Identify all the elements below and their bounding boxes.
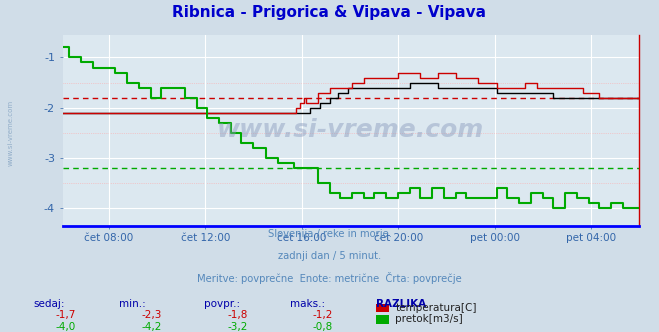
Text: pretok[m3/s]: pretok[m3/s]: [395, 314, 463, 324]
Text: sedaj:: sedaj:: [33, 299, 65, 309]
Text: zadnji dan / 5 minut.: zadnji dan / 5 minut.: [278, 251, 381, 261]
Text: RAZLIKA: RAZLIKA: [376, 299, 426, 309]
Text: -0,8: -0,8: [313, 322, 333, 332]
Text: Slovenija / reke in morje.: Slovenija / reke in morje.: [268, 229, 391, 239]
Text: -1,8: -1,8: [227, 310, 247, 320]
Text: www.si-vreme.com: www.si-vreme.com: [8, 100, 14, 166]
Text: min.:: min.:: [119, 299, 146, 309]
Text: -2,3: -2,3: [142, 310, 161, 320]
Text: -3,2: -3,2: [227, 322, 247, 332]
Text: -1,2: -1,2: [313, 310, 333, 320]
Text: www.si-vreme.com: www.si-vreme.com: [217, 118, 484, 142]
Text: -4,2: -4,2: [142, 322, 161, 332]
Text: -1,7: -1,7: [56, 310, 76, 320]
Text: maks.:: maks.:: [290, 299, 325, 309]
Text: temperatura[C]: temperatura[C]: [395, 303, 477, 313]
Text: povpr.:: povpr.:: [204, 299, 241, 309]
Text: Meritve: povprečne  Enote: metrične  Črta: povprečje: Meritve: povprečne Enote: metrične Črta:…: [197, 272, 462, 284]
Text: Ribnica - Prigorica & Vipava - Vipava: Ribnica - Prigorica & Vipava - Vipava: [173, 5, 486, 20]
Text: -4,0: -4,0: [56, 322, 76, 332]
